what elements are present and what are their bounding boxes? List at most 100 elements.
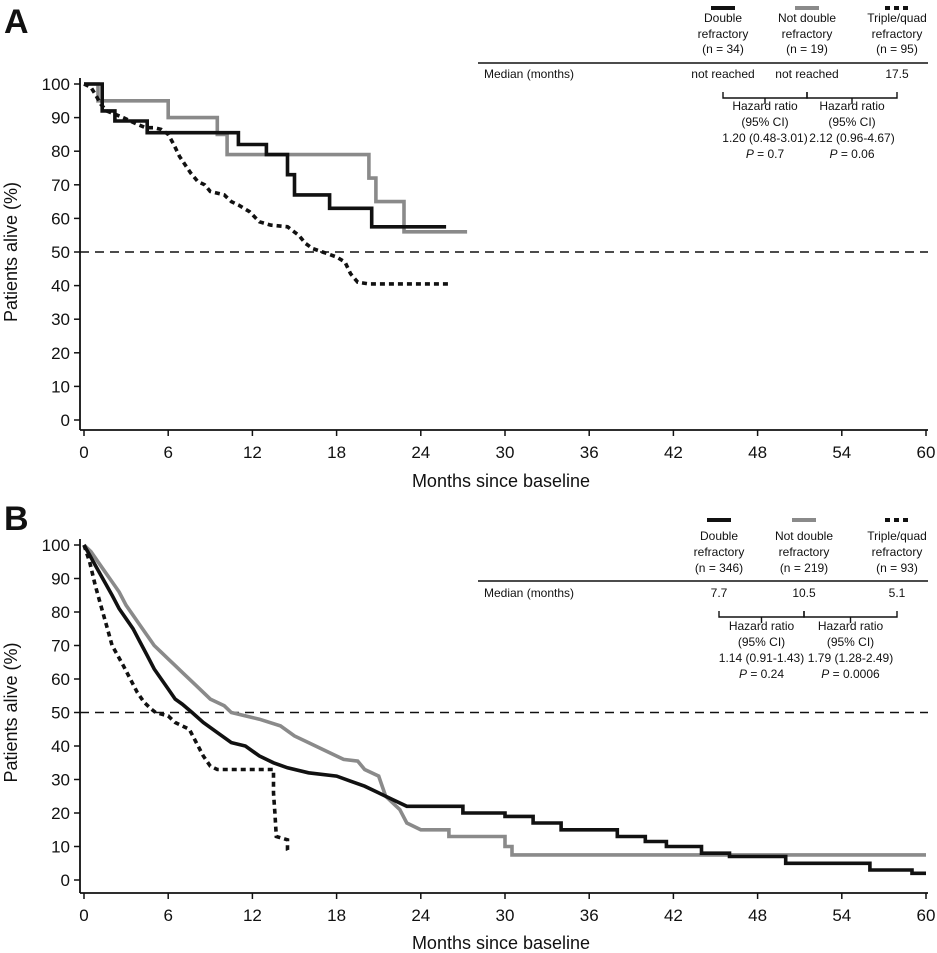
p-label: P (821, 667, 829, 681)
ci-label: (95% CI) (827, 635, 874, 649)
x-tick-label: 12 (243, 906, 262, 925)
p-label: P (829, 147, 837, 161)
x-tick-label: 24 (411, 443, 430, 462)
y-tick-label: 30 (51, 310, 70, 329)
x-tick-label: 0 (79, 906, 88, 925)
legend-name-line2: refractory (782, 27, 833, 41)
median-row-label: Median (months) (484, 586, 574, 600)
y-tick-label: 10 (51, 377, 70, 396)
x-tick-label: 36 (580, 906, 599, 925)
y-tick-label: 50 (51, 243, 70, 262)
x-tick-label: 18 (327, 906, 346, 925)
legend-name-line2: refractory (872, 27, 923, 41)
p-value: P = 0.0006 (821, 667, 880, 681)
y-tick-label: 80 (51, 142, 70, 161)
x-axis-title: Months since baseline (412, 471, 590, 491)
legend-n: (n = 34) (702, 42, 744, 56)
legend-n: (n = 346) (695, 561, 743, 575)
panel-letter-a: A (4, 3, 29, 41)
legend-n: (n = 95) (876, 42, 918, 56)
median-row-label: Median (months) (484, 67, 574, 81)
legend-name-line2: refractory (872, 545, 923, 559)
y-tick-label: 10 (51, 838, 70, 857)
series-line-not-double-refractory (84, 82, 468, 234)
comparison-bracket (803, 611, 898, 618)
p-value-number: = 0.0006 (829, 667, 880, 681)
legend-n: (n = 93) (876, 561, 918, 575)
hazard-ratio-label: Hazard ratio (819, 99, 885, 113)
hazard-ratio-value: 2.12 (0.96-4.67) (809, 131, 894, 145)
y-tick-label: 30 (51, 771, 70, 790)
p-value-number: = 0.24 (747, 667, 784, 681)
x-tick-label: 6 (163, 443, 172, 462)
legend-name-line1: Triple/quad (867, 11, 927, 25)
median-value: not reached (775, 67, 838, 81)
comparison-bracket (722, 92, 808, 99)
y-tick-label: 90 (51, 570, 70, 589)
x-tick-label: 48 (748, 443, 767, 462)
series-line-triple-quad-refractory (82, 544, 291, 854)
y-tick-label: 60 (51, 670, 70, 689)
x-tick-label: 12 (243, 443, 262, 462)
x-tick-label: 24 (411, 906, 430, 925)
y-axis-title: Patients alive (%) (1, 642, 21, 782)
y-tick-label: 20 (51, 804, 70, 823)
hazard-ratio-value: 1.14 (0.91-1.43) (719, 651, 804, 665)
p-value: P = 0.7 (746, 147, 785, 161)
x-tick-label: 30 (496, 443, 515, 462)
y-tick-label: 0 (61, 411, 70, 430)
hazard-ratio-value: 1.79 (1.28-2.49) (808, 651, 893, 665)
x-tick-label: 60 (917, 443, 936, 462)
x-tick-label: 18 (327, 443, 346, 462)
x-axis-title: Months since baseline (412, 933, 590, 953)
p-label: P (746, 147, 754, 161)
legend-name-line1: Not double (778, 11, 836, 25)
median-value: 7.7 (711, 586, 728, 600)
legend-name-line2: refractory (779, 545, 830, 559)
y-tick-label: 90 (51, 109, 70, 128)
median-value: not reached (691, 67, 754, 81)
legend-name-line2: refractory (698, 27, 749, 41)
legend-n: (n = 19) (786, 42, 828, 56)
x-tick-label: 60 (917, 906, 936, 925)
y-tick-label: 50 (51, 704, 70, 723)
p-value: P = 0.24 (739, 667, 784, 681)
x-tick-label: 42 (664, 443, 683, 462)
series-line-double-refractory (82, 544, 926, 876)
x-tick-label: 6 (163, 906, 172, 925)
panel-letter-b: B (4, 500, 29, 538)
y-tick-label: 40 (51, 277, 70, 296)
series-line-double-refractory (84, 82, 447, 229)
x-tick-label: 0 (79, 443, 88, 462)
ci-label: (95% CI) (741, 115, 788, 129)
x-tick-label: 54 (832, 906, 851, 925)
hazard-ratio-label: Hazard ratio (818, 619, 884, 633)
panel-b: B 0 10 20 30 40 50 60 70 80 90 100 0 6 12 18 24 30 36 42 48… (1, 500, 935, 953)
panel-a: A 0 10 20 30 40 50 60 70 80 90 100 0 6 12 18 24 30 36 42 48… (1, 3, 935, 491)
legend-table-b: Double refractory (n = 346) 7.7 Not double re… (478, 518, 928, 681)
ci-label: (95% CI) (828, 115, 875, 129)
y-tick-label: 60 (51, 209, 70, 228)
series-line-not-double-refractory (82, 543, 926, 857)
p-value-number: = 0.06 (837, 147, 874, 161)
hazard-ratio-label: Hazard ratio (729, 619, 795, 633)
y-tick-label: 70 (51, 637, 70, 656)
comparison-bracket (718, 611, 805, 618)
y-tick-label: 80 (51, 603, 70, 622)
y-tick-label: 100 (42, 536, 70, 555)
y-tick-label: 20 (51, 344, 70, 363)
series-line-triple-quad-refractory (83, 82, 449, 286)
legend-name-line1: Double (700, 529, 738, 543)
hazard-ratio-value: 1.20 (0.48-3.01) (722, 131, 807, 145)
p-label: P (739, 667, 747, 681)
y-axis-title: Patients alive (%) (1, 182, 21, 322)
ci-label: (95% CI) (738, 635, 785, 649)
p-value-number: = 0.7 (754, 147, 785, 161)
median-value: 10.5 (792, 586, 816, 600)
median-value: 5.1 (889, 586, 906, 600)
x-tick-label: 54 (832, 443, 851, 462)
y-tick-label: 100 (42, 75, 70, 94)
x-tick-label: 36 (580, 443, 599, 462)
plot-area-a: 0 10 20 30 40 50 60 70 80 90 100 0 6 12 18 24 30 36 42 48 54… (1, 75, 935, 491)
